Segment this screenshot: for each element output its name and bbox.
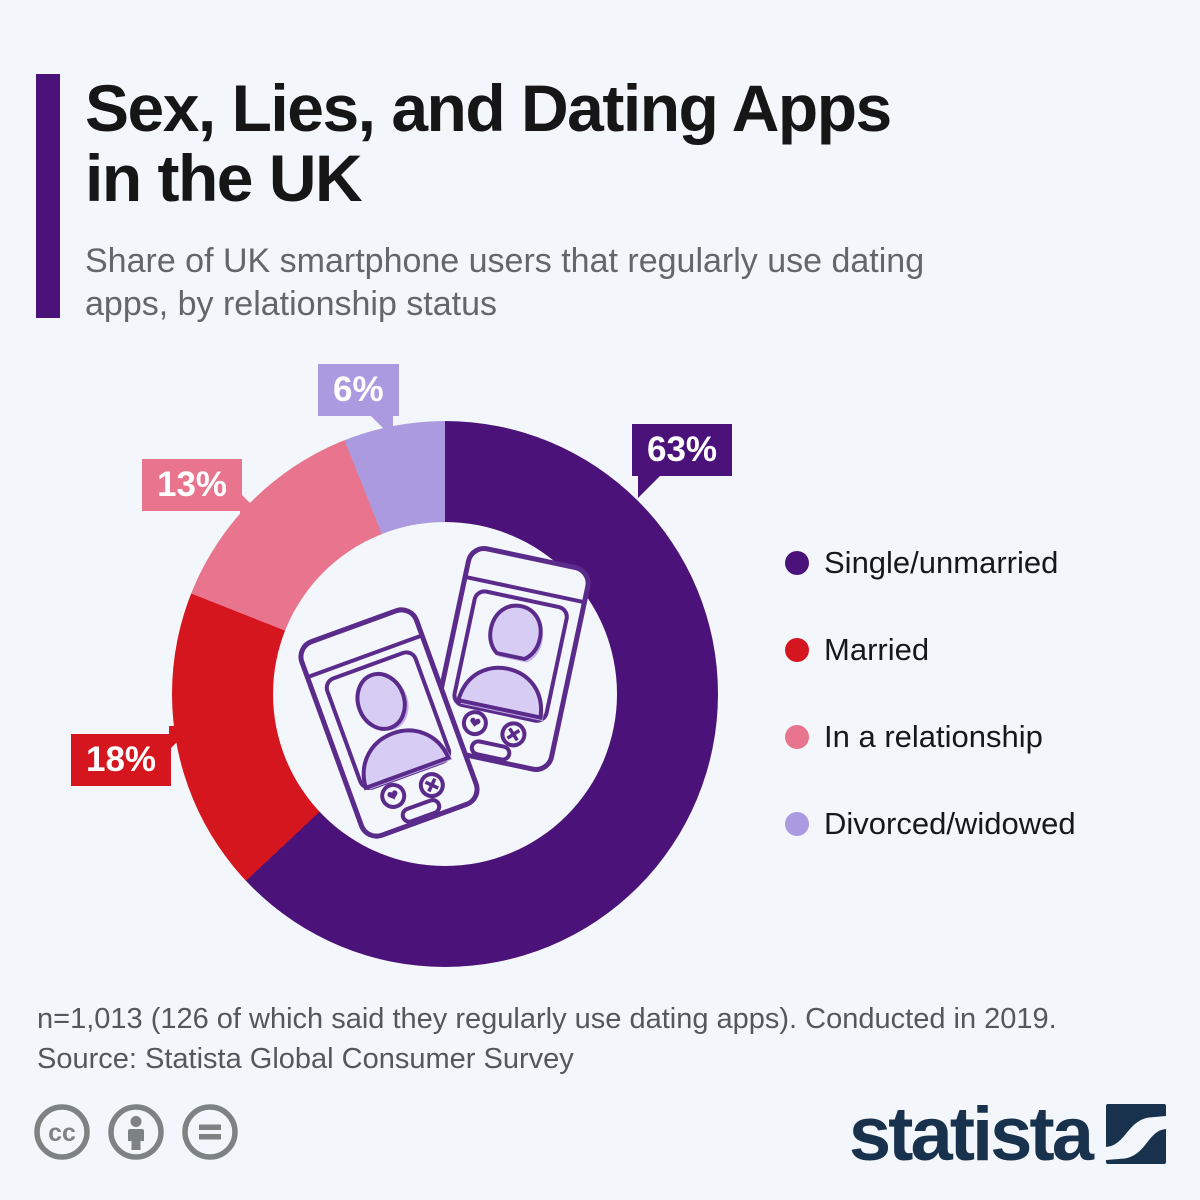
statista-wordmark: statista (848, 1091, 1094, 1177)
cc-license-icons: cc (33, 1103, 239, 1161)
legend-item-divorced: Divorced/widowed (785, 806, 1076, 842)
callout-tail-icon (169, 726, 194, 750)
legend-label-divorced: Divorced/widowed (824, 806, 1076, 841)
cc-nd-equals-icon (182, 1104, 238, 1160)
legend-item-relationship: In a relationship (785, 719, 1076, 755)
title-line-2: in the UK (85, 140, 363, 215)
page-title: Sex, Lies, and Dating Apps in the UK (85, 71, 924, 215)
legend-dot-married (785, 638, 809, 662)
subtitle-line-1: Share of UK smartphone users that regula… (85, 241, 925, 280)
statista-brand: statista (848, 1091, 1166, 1177)
accent-bar (36, 74, 60, 318)
statista-logo-icon (1106, 1104, 1166, 1164)
cc-by-person-icon (108, 1104, 164, 1160)
subtitle-line-2: apps, by relationship status (85, 285, 498, 324)
legend-dot-single (785, 551, 809, 575)
header: Sex, Lies, and Dating Apps in the UK Sha… (36, 71, 924, 327)
legend-dot-relationship (785, 725, 809, 749)
data-label-married: 18% (71, 726, 194, 787)
legend-label-single: Single/unmarried (824, 545, 1059, 580)
legend-dot-divorced (785, 812, 809, 836)
data-label-relationship-text: 13% (157, 465, 228, 504)
data-label-married-text: 18% (86, 740, 157, 779)
data-label-single: 63% (632, 424, 733, 499)
legend-label-relationship: In a relationship (824, 719, 1043, 754)
page-subtitle: Share of UK smartphone users that regula… (85, 240, 924, 327)
footnote: n=1,013 (126 of which said they regularl… (37, 999, 1057, 1079)
callout-tail-icon (638, 474, 662, 499)
title-line-1: Sex, Lies, and Dating Apps (85, 71, 892, 145)
legend-item-married: Married (785, 632, 1076, 668)
svg-text:cc: cc (48, 1119, 76, 1147)
data-label-divorced: 6% (318, 364, 399, 439)
legend-label-married: Married (824, 632, 930, 667)
footnote-line-1: n=1,013 (126 of which said they regularl… (37, 1003, 1057, 1035)
legend-item-single: Single/unmarried (785, 545, 1076, 581)
data-label-relationship: 13% (142, 459, 265, 518)
callout-tail-icon (240, 493, 265, 518)
callout-tail-icon (368, 414, 393, 439)
cc-icon: cc (34, 1104, 90, 1160)
footnote-line-2: Source: Statista Global Consumer Survey (37, 1043, 574, 1076)
dating-phones-icon (298, 546, 591, 839)
data-label-single-text: 63% (647, 430, 718, 469)
legend: Single/unmarried Married In a relationsh… (785, 545, 1076, 842)
data-label-divorced-text: 6% (333, 370, 384, 409)
